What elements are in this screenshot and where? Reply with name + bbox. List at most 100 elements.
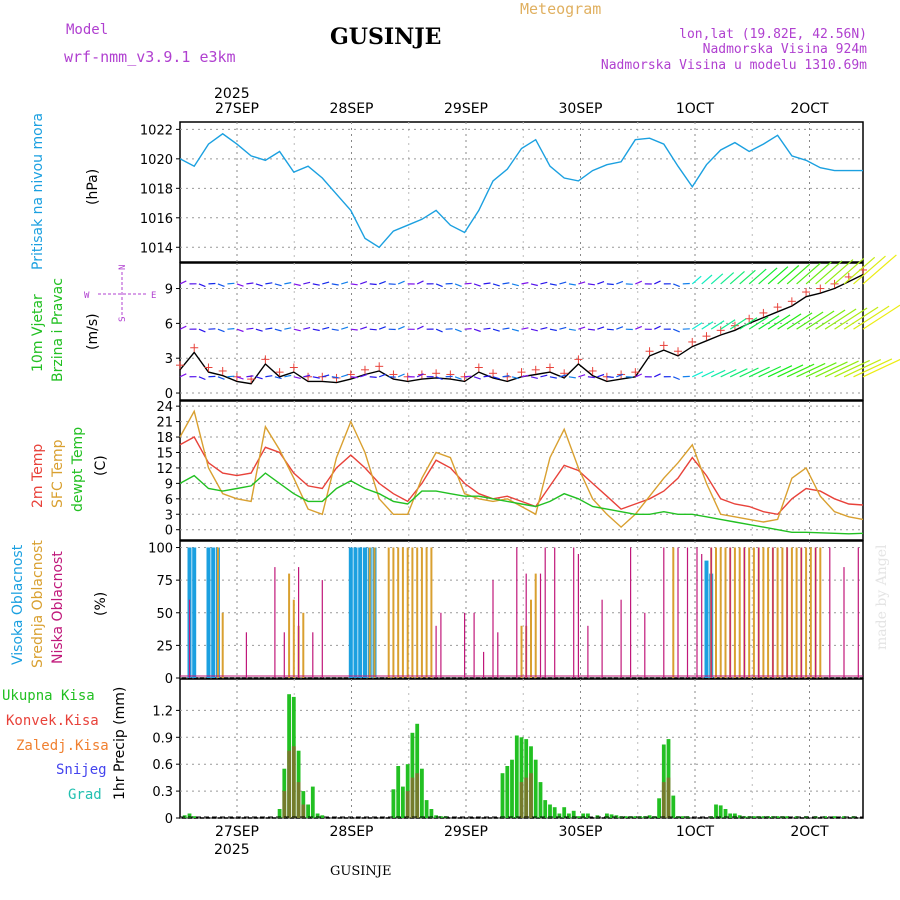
gust-marker (659, 341, 668, 350)
wind-arrow (227, 282, 235, 285)
cloud-bar-2 (772, 547, 774, 678)
y-tick-label: 1014 (140, 241, 173, 256)
model-label: Model (66, 22, 108, 38)
wind-arrow (416, 325, 424, 330)
wind-arrow (767, 314, 791, 330)
gust-marker (545, 363, 554, 372)
wind-arrow (691, 371, 704, 378)
wind-arrow (360, 281, 368, 285)
y-tick-label: 1016 (140, 212, 173, 227)
wind-arrow (559, 326, 567, 330)
y-tick-label: 1020 (140, 153, 173, 168)
gust-marker (261, 355, 270, 364)
cloud-bar-2 (274, 567, 276, 678)
wind-arrow (416, 373, 424, 378)
y-tick-label: 0.9 (152, 731, 173, 746)
year-bottom: 2025 (214, 842, 250, 858)
top-day-label: 1OCT (676, 101, 715, 117)
wind-arrow (284, 327, 292, 330)
cloud-bar-2 (312, 632, 314, 678)
precip-total-bar (420, 768, 424, 818)
wind-arrow (198, 376, 206, 381)
wind-arrow (691, 275, 702, 285)
gust-marker (688, 337, 697, 346)
compass-w: W (84, 291, 90, 301)
precip-total-bar (752, 816, 756, 818)
y-tick-label: 1018 (140, 182, 173, 197)
wind-arrow (673, 328, 680, 333)
compass-n: N (118, 265, 128, 270)
wind-arrow (834, 307, 868, 330)
wind-units: (m/s) (85, 313, 101, 350)
cloud-bar-2 (188, 599, 191, 678)
wind-arrow (303, 281, 311, 285)
wind-arrow (559, 374, 567, 378)
y-tick-label: 9 (165, 477, 173, 492)
series-line-dewpt-temp (179, 472, 864, 535)
wind-arrow (540, 281, 548, 285)
precip-total-bar (410, 732, 415, 818)
precip-total-bar (567, 813, 571, 818)
cloud-bar-1 (416, 547, 419, 678)
wind-arrow (378, 280, 386, 285)
wind-arrow (597, 281, 605, 285)
precip-total-bar (623, 816, 628, 818)
gust-marker (375, 362, 384, 371)
meteogram-title: Meteogram (520, 0, 601, 18)
precip-conv-bar (287, 750, 291, 818)
precip-total-bar (500, 773, 505, 818)
wind-arrow (454, 328, 462, 333)
precip-total-bar (737, 815, 742, 818)
wind-arrow (616, 326, 624, 330)
wind-arrow (341, 281, 349, 285)
wind-arrow (464, 328, 472, 330)
dewpt-title: dewpt Temp (70, 427, 86, 512)
series-line-sfc-temp (179, 409, 864, 529)
precip-total-bar (315, 813, 320, 818)
wind-arrow (483, 375, 491, 378)
gust-marker (631, 368, 640, 377)
cloud-bar-2 (492, 580, 494, 678)
wind-arrow (786, 263, 810, 285)
precip-total-bar (633, 816, 638, 818)
legend-graupel: Grad (68, 787, 102, 803)
wind-arrow (397, 373, 405, 378)
wind-arrow (502, 282, 510, 285)
precip-conv-bar (524, 777, 529, 818)
cloud-bar-2 (298, 567, 300, 678)
wind-arrow (322, 374, 330, 378)
precip-total-bar (680, 816, 685, 818)
wind-arrow (701, 370, 715, 378)
cloud-bar-2 (701, 554, 703, 678)
series-line-2m-temp (179, 436, 864, 516)
cloud-bar-1 (292, 599, 295, 678)
cloud-bar-1 (715, 547, 717, 678)
precip-conv-bar (519, 782, 524, 818)
y-tick-label: 21 (156, 416, 173, 431)
wind-arrow (805, 362, 837, 378)
cloud-bar-2 (857, 547, 859, 678)
legend-total: Ukupna Kisa (2, 688, 95, 704)
precip-conv-bar (282, 791, 287, 818)
wind-arrow (767, 365, 793, 378)
cloud-bar-1 (288, 573, 291, 678)
y-tick-label: 6 (165, 493, 173, 508)
cloud-bar-2 (815, 547, 817, 678)
wind-arrow (654, 373, 661, 378)
wind-arrow (796, 362, 826, 378)
wind-arrow (378, 326, 386, 330)
wind-arrow (265, 327, 273, 330)
precip-total-bar (718, 805, 723, 818)
wind-arrow (341, 326, 349, 330)
wind-arrow (530, 283, 538, 287)
wind-arrow (227, 328, 235, 330)
panel-4: 0 25 50 75 100 (148, 540, 864, 687)
wind-arrow (435, 376, 443, 381)
wind-arrow (606, 376, 614, 378)
panel-1: 1014 1016 1018 1020 1022 (140, 121, 864, 263)
bottom-day-label: 30SEP (559, 824, 603, 840)
wind-arrow (312, 283, 320, 286)
cloud-bar-2 (677, 547, 679, 678)
cloud-bar-1 (397, 547, 400, 678)
gust-marker (204, 363, 213, 372)
